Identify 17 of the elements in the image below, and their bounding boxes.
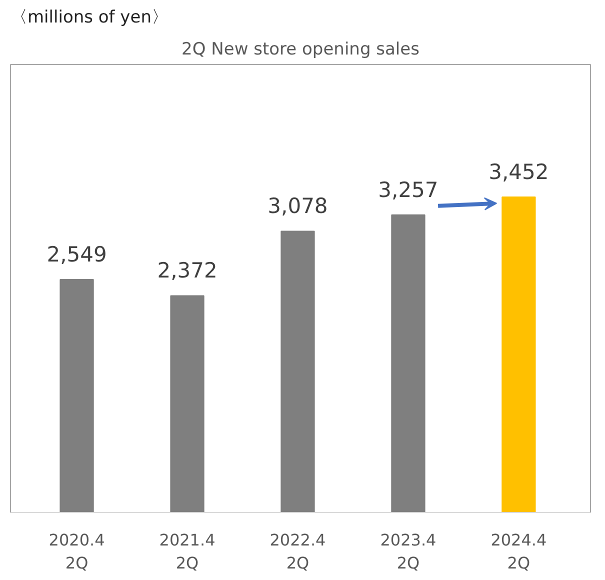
bar	[391, 214, 426, 512]
x-tick-label: 2024.4 2Q	[490, 530, 547, 572]
data-label: 3,078	[268, 194, 328, 218]
bar	[170, 295, 204, 512]
data-label: 2,549	[46, 242, 107, 267]
x-tick-label: 2022.4 2Q	[270, 530, 326, 572]
bar	[60, 279, 94, 512]
data-label: 2,372	[157, 258, 218, 283]
chart-title: 2Q New store opening sales	[182, 40, 420, 60]
x-tick-label: 2020.4 2Q	[48, 530, 105, 572]
data-label: 3,452	[488, 160, 549, 184]
x-tick-label: 2021.4 2Q	[159, 530, 216, 572]
bar	[280, 230, 315, 512]
text: 〈millions of yen〉	[10, 8, 168, 28]
x-tick-label: 2023.4 2Q	[380, 530, 436, 572]
data-label: 3,257	[378, 178, 438, 202]
bar	[502, 196, 536, 512]
